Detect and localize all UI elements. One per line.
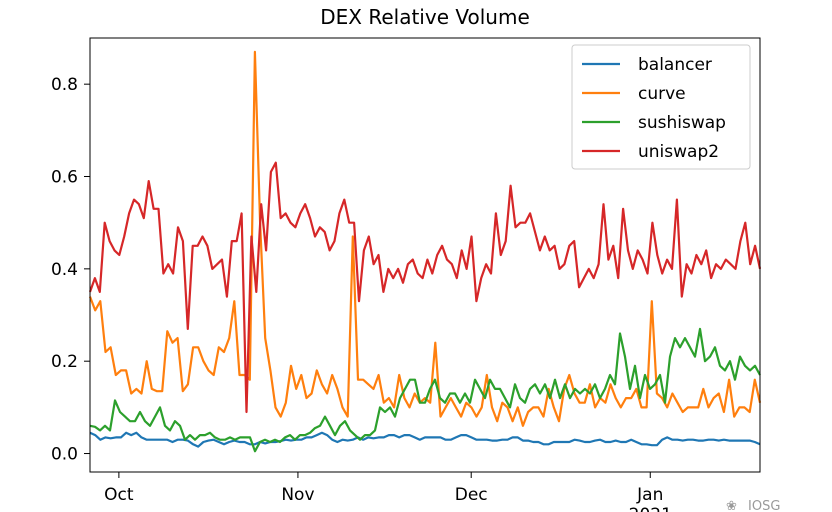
y-tick-label: 0.6 [51,168,78,188]
y-tick-label: 0.4 [51,260,78,280]
legend: balancer curve sushiswap uniswap2 [571,44,751,170]
x-tick-label: Nov [281,485,314,505]
y-tick-label: 0.2 [51,352,78,372]
series-line-balancer [89,431,761,448]
series-line-curve [88,50,762,427]
x-tick-sublabel: 2021 [629,505,672,512]
y-tick-label: 0.8 [51,75,78,95]
legend-label-uniswap2: uniswap2 [638,142,719,162]
series-layer [88,50,762,453]
plot-frame [89,37,761,473]
x-tick-label: Jan [636,485,663,505]
watermark: ❀ IOSG [726,499,780,512]
y-tick-label: 0.0 [51,445,78,465]
chart-title: DEX Relative Volume [320,5,530,29]
legend-label-sushiswap: sushiswap [638,113,726,133]
legend-label-balancer: balancer [638,55,712,75]
series-line-sushiswap [89,327,761,453]
x-tick-label: Dec [455,485,488,505]
legend-box [571,44,751,170]
legend-label-curve: curve [638,84,686,104]
axis-layer: 0.0 0.2 0.4 0.6 0.8 Oct Nov Dec Jan2021 [51,75,672,512]
x-tick-label: Oct [104,485,134,505]
watermark-icon: ❀ [726,499,737,512]
series-line-uniswap2 [88,161,762,414]
watermark-text: IOSG [748,499,780,512]
